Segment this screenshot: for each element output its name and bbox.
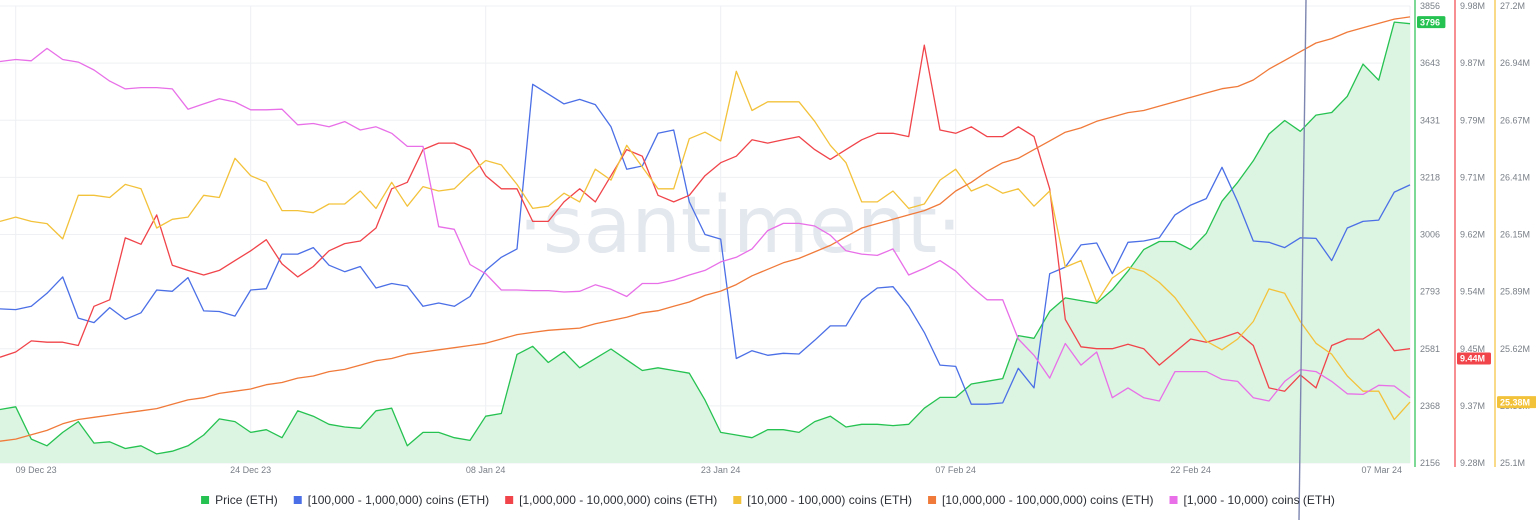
x-tick-label: 07 Feb 24	[935, 465, 976, 475]
y-tick-label: 3218	[1420, 172, 1440, 182]
y-tick-label: 27.2M	[1500, 1, 1525, 11]
y-tick-label: 26.15M	[1500, 230, 1530, 240]
y-tick-label: 25.62M	[1500, 344, 1530, 354]
y-tick-label: 3643	[1420, 58, 1440, 68]
line-layer	[0, 16, 1411, 455]
value-badge-price	[1417, 16, 1446, 29]
y-tick-label: 9.28M	[1460, 458, 1485, 468]
y-tick-label: 9.54M	[1460, 287, 1485, 297]
x-tick-label: 23 Jan 24	[701, 465, 741, 475]
legend-item-2[interactable]: [1,000,000 - 10,000,000) coins (ETH)	[519, 493, 717, 507]
y-tick-label: 2581	[1420, 344, 1440, 354]
series-line-3[interactable]	[0, 70, 1411, 421]
y-tick-label: 26.41M	[1500, 172, 1530, 182]
series-line-0[interactable]	[0, 21, 1411, 455]
value-badges: 3796 9.44M 25.38M	[1417, 16, 1536, 409]
x-tick-label: 08 Jan 24	[466, 465, 506, 475]
legend-swatch	[201, 496, 210, 504]
y-tick-label: 9.45M	[1460, 344, 1485, 354]
series-line-2[interactable]	[0, 44, 1411, 392]
series-line-4[interactable]	[0, 16, 1411, 442]
legend: Price (ETH) [100,000 - 1,000,000) coins (…	[201, 493, 1335, 507]
y-tick-label: 2156	[1420, 458, 1440, 468]
x-tick-label: 24 Dec 23	[230, 465, 271, 475]
y-tick-label: 2368	[1420, 401, 1440, 411]
legend-swatch	[293, 496, 302, 504]
y-tick-label: 2793	[1420, 287, 1440, 297]
value-badge-r2	[1497, 396, 1536, 409]
series-line-1[interactable]	[0, 83, 1411, 405]
y-tick-label: 9.79M	[1460, 115, 1485, 125]
value-badge-label: 3796	[1420, 17, 1440, 27]
x-axis: 09 Dec 23 24 Dec 23 08 Jan 24 23 Jan 24 07 F…	[16, 465, 1402, 475]
x-tick-label: 09 Dec 23	[16, 465, 57, 475]
y-tick-label: 25.89M	[1500, 287, 1530, 297]
y-tick-label: 3006	[1420, 230, 1440, 240]
legend-item-3[interactable]: [10,000 - 100,000) coins (ETH)	[747, 493, 912, 507]
y-tick-label: 25.1M	[1500, 458, 1525, 468]
y-tick-label: 9.62M	[1460, 230, 1485, 240]
x-tick-label: 07 Mar 24	[1361, 465, 1402, 475]
y-tick-label: 26.94M	[1500, 58, 1530, 68]
x-tick-label: 22 Feb 24	[1170, 465, 1211, 475]
y-tick-label: 26.67M	[1500, 115, 1530, 125]
value-badge-r1	[1457, 352, 1491, 365]
y-tick-label: 9.37M	[1460, 401, 1485, 411]
series-area-price	[0, 22, 1410, 463]
y-tick-label: 3856	[1420, 1, 1440, 11]
legend-swatch	[1169, 496, 1178, 504]
legend-item-5[interactable]: [1,000 - 10,000) coins (ETH)	[1184, 493, 1335, 507]
y-tick-label: 9.87M	[1460, 58, 1485, 68]
legend-item-0[interactable]: Price (ETH)	[215, 493, 278, 507]
legend-swatch	[505, 496, 514, 504]
legend-swatch	[928, 496, 937, 504]
y-tick-label: 3431	[1420, 115, 1440, 125]
value-badge-label: 25.38M	[1500, 397, 1530, 407]
series-line-5[interactable]	[0, 47, 1411, 402]
y-tick-label: 9.98M	[1460, 1, 1485, 11]
legend-swatch	[733, 496, 742, 504]
legend-item-4[interactable]: [10,000,000 - 100,000,000) coins (ETH)	[942, 493, 1153, 507]
crosshair-line	[1298, 0, 1307, 520]
y-tick-label: 9.71M	[1460, 172, 1485, 182]
value-badge-label: 9.44M	[1460, 354, 1485, 364]
area-layer	[0, 22, 1410, 463]
legend-item-1[interactable]: [100,000 - 1,000,000) coins (ETH)	[308, 493, 489, 507]
